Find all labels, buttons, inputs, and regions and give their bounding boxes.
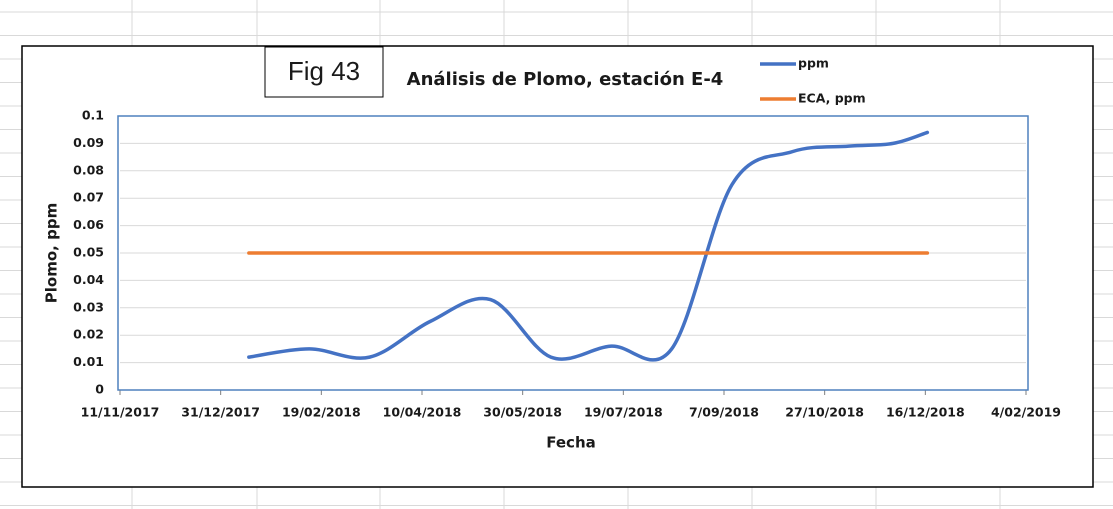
x-tick-label: 4/02/2019 (991, 405, 1061, 420)
y-tick-label: 0.07 (73, 190, 104, 205)
x-tick-label: 31/12/2017 (181, 405, 260, 420)
chart-title: Análisis de Plomo, estación E-4 (407, 69, 724, 90)
y-tick-label: 0.03 (73, 299, 104, 314)
y-tick-label: 0.09 (73, 135, 104, 150)
x-tick-label: 19/02/2018 (282, 405, 361, 420)
plot-area-border (117, 115, 1029, 391)
y-tick-label: 0.04 (73, 272, 104, 287)
x-tick-label: 11/11/2017 (81, 405, 160, 420)
y-tick-label: 0 (95, 382, 104, 397)
y-tick-label: 0.05 (73, 245, 104, 260)
legend-label: ppm (798, 56, 829, 71)
x-tick-label: 27/10/2018 (785, 405, 864, 420)
y-tick-label: 0.06 (73, 217, 104, 232)
x-tick-label: 19/07/2018 (584, 405, 663, 420)
x-tick-label: 10/04/2018 (383, 405, 462, 420)
y-tick-label: 0.08 (73, 162, 104, 177)
x-tick-label: 7/09/2018 (689, 405, 759, 420)
chart-frame (21, 45, 1094, 488)
y-tick-label: 0.02 (73, 327, 104, 342)
y-tick-label: 0.01 (73, 354, 104, 369)
y-axis-title: Plomo, ppm (43, 203, 61, 303)
legend-label: ECA, ppm (798, 91, 866, 106)
x-axis-title: Fecha (546, 434, 596, 452)
x-tick-label: 30/05/2018 (483, 405, 562, 420)
y-tick-label: 0.1 (82, 108, 104, 123)
annotation: Fig 43 (288, 56, 360, 86)
series-line (247, 130, 930, 362)
x-tick-label: 16/12/2018 (886, 405, 965, 420)
annotation-box (264, 46, 384, 98)
